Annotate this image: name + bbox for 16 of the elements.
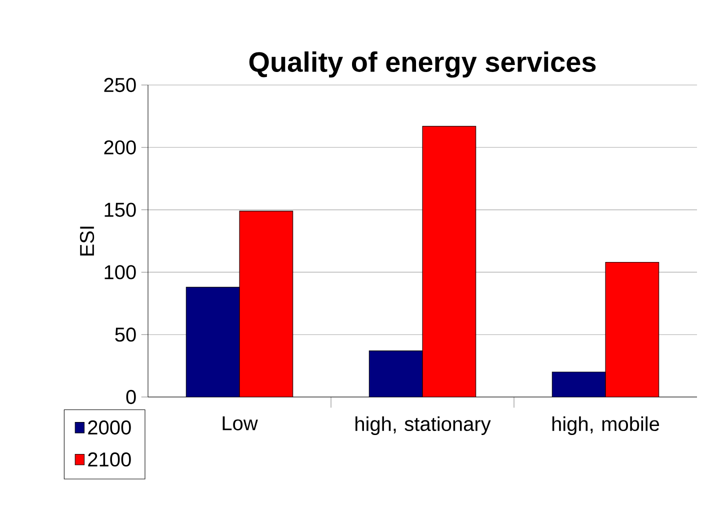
y-tick-label: 0 xyxy=(126,390,136,404)
bar xyxy=(186,287,240,397)
legend-label: 2100 xyxy=(88,452,131,467)
chart-title: Quality of energy services xyxy=(249,51,596,78)
y-axis-title: ESI xyxy=(80,226,94,256)
bar xyxy=(369,350,423,397)
y-tick-label: 50 xyxy=(115,328,136,342)
legend-label: 2000 xyxy=(88,420,131,435)
x-tick-label: high, mobile xyxy=(552,416,660,436)
y-tick-label: 100 xyxy=(104,265,136,280)
x-tick-label: Low xyxy=(222,416,258,430)
x-tick-label: high, stationary xyxy=(356,416,491,436)
y-tick-label: 150 xyxy=(104,202,136,217)
y-tick-label: 200 xyxy=(104,140,136,154)
y-tick-label: 250 xyxy=(104,78,136,92)
bar xyxy=(552,372,606,397)
